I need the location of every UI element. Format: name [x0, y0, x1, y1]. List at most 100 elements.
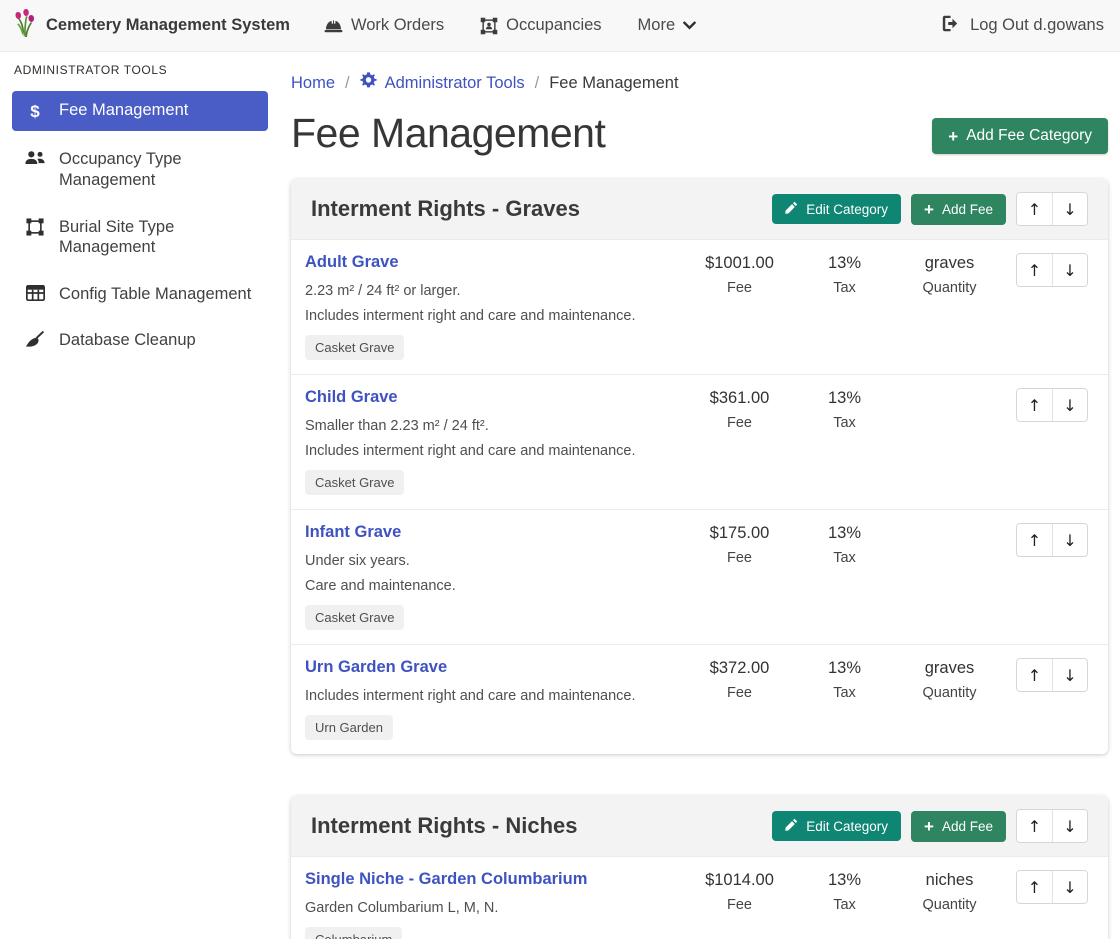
quantity-unit: graves: [924, 254, 975, 272]
move-fee-up-button[interactable]: ↑: [1017, 659, 1052, 691]
fee-reorder-group: ↑ ↓: [1016, 253, 1088, 287]
add-fee-category-label: Add Fee Category: [966, 127, 1092, 144]
fee-row: Child Grave Smaller than 2.23 m² / 24 ft…: [291, 374, 1108, 509]
move-fee-up-button[interactable]: ↑: [1017, 254, 1052, 286]
breadcrumb-separator: /: [534, 73, 540, 92]
nav-occupancies[interactable]: Occupancies: [480, 16, 602, 35]
sidebar-item-burial-site-type[interactable]: Burial Site Type Management: [12, 209, 268, 266]
fee-description: Smaller than 2.23 m² / 24 ft².: [305, 418, 489, 434]
logout-label: Log Out d.gowans: [970, 16, 1104, 34]
quantity-unit: graves: [924, 659, 975, 677]
breadcrumb-separator: /: [345, 73, 350, 92]
fee-type-badge: Casket Grave: [305, 335, 405, 360]
sidebar-item-label: Database Cleanup: [59, 331, 196, 350]
move-category-up-button[interactable]: ↑: [1017, 810, 1052, 842]
move-category-down-button[interactable]: ↓: [1052, 193, 1087, 225]
add-fee-category-button[interactable]: + Add Fee Category: [932, 118, 1108, 154]
move-fee-up-button[interactable]: ↑: [1017, 524, 1052, 556]
move-fee-down-button[interactable]: ↓: [1052, 659, 1087, 691]
main-content: Home / Administrator Tools / Fee Managem…: [280, 52, 1120, 939]
tax-label: Tax: [833, 415, 856, 431]
fee-amount: $1001.00: [705, 254, 774, 272]
add-fee-button[interactable]: + Add Fee: [911, 193, 1006, 225]
top-navbar: Cemetery Management System Work Orders: [0, 0, 1120, 52]
tax-label: Tax: [833, 897, 856, 913]
pencil-icon: [785, 201, 798, 217]
fee-amount: $1014.00: [705, 871, 774, 889]
edit-category-button[interactable]: Edit Category: [772, 194, 902, 224]
quantity-label: Quantity: [922, 897, 977, 913]
nav-work-orders[interactable]: Work Orders: [324, 16, 444, 35]
sidebar-item-label: Burial Site Type Management: [59, 217, 175, 257]
move-fee-up-button[interactable]: ↑: [1017, 389, 1052, 421]
move-category-down-button[interactable]: ↓: [1052, 810, 1087, 842]
fee-amount: $361.00: [709, 389, 770, 407]
category-reorder-group: ↑ ↓: [1016, 809, 1088, 843]
pencil-icon: [785, 818, 798, 834]
fee-name-link[interactable]: Child Grave: [305, 388, 398, 406]
fee-name-link[interactable]: Single Niche - Garden Columbarium: [305, 870, 588, 888]
sidebar-item-label: Occupancy Type Management: [59, 150, 182, 189]
fee-type-badge: Columbarium: [305, 927, 403, 939]
tax-amount: 13%: [827, 871, 862, 889]
add-fee-label: Add Fee: [941, 201, 993, 217]
fee-row: Infant Grave Under six years. Care and m…: [291, 509, 1108, 644]
sidebar-item-config-table[interactable]: Config Table Management: [12, 276, 268, 313]
tax-amount: 13%: [827, 524, 862, 542]
edit-category-label: Edit Category: [806, 818, 889, 834]
nav-work-orders-label: Work Orders: [350, 16, 445, 34]
fee-label: Fee: [727, 415, 752, 431]
plus-icon: +: [924, 199, 934, 219]
category-title: Interment Rights - Niches: [311, 813, 578, 838]
fee-name-link[interactable]: Adult Grave: [305, 253, 399, 271]
nav-more[interactable]: More: [638, 16, 697, 35]
hard-hat-icon: [324, 18, 343, 34]
tax-amount: 13%: [827, 254, 862, 272]
breadcrumb-admin-tools-link[interactable]: Administrator Tools: [359, 72, 525, 94]
fee-type-badge: Urn Garden: [305, 715, 393, 740]
breadcrumb-current: Fee Management: [549, 73, 679, 92]
move-category-up-button[interactable]: ↑: [1017, 193, 1052, 225]
logout-button[interactable]: Log Out d.gowans: [942, 15, 1104, 37]
sidebar-item-occupancy-type[interactable]: Occupancy Type Management: [12, 141, 268, 198]
move-fee-up-button[interactable]: ↑: [1017, 871, 1052, 903]
breadcrumb: Home / Administrator Tools / Fee Managem…: [291, 72, 1108, 94]
sidebar-item-fee-management[interactable]: $ Fee Management: [12, 91, 268, 132]
fee-type-badge: Casket Grave: [305, 605, 405, 630]
move-fee-down-button[interactable]: ↓: [1052, 871, 1087, 903]
move-fee-down-button[interactable]: ↓: [1052, 254, 1087, 286]
sidebar-item-database-cleanup[interactable]: Database Cleanup: [12, 322, 268, 359]
fee-name-link[interactable]: Urn Garden Grave: [305, 658, 448, 676]
plus-icon: +: [948, 126, 959, 146]
fee-description: Includes interment right and care and ma…: [305, 443, 636, 459]
breadcrumb-home-link[interactable]: Home: [291, 73, 336, 92]
move-fee-down-button[interactable]: ↓: [1052, 389, 1087, 421]
tax-label: Tax: [833, 550, 856, 566]
quantity-label: Quantity: [922, 280, 977, 296]
fee-description: Under six years.: [305, 553, 410, 569]
fee-row: Adult Grave 2.23 m² / 24 ft² or larger. …: [291, 239, 1108, 374]
brand[interactable]: Cemetery Management System: [12, 8, 290, 43]
fee-reorder-group: ↑ ↓: [1016, 388, 1088, 422]
nav-occupancies-label: Occupancies: [506, 16, 602, 34]
move-fee-down-button[interactable]: ↓: [1052, 524, 1087, 556]
tax-amount: 13%: [827, 659, 862, 677]
sidebar-heading: ADMINISTRATOR TOOLS: [14, 63, 168, 77]
quantity-label: Quantity: [922, 685, 977, 701]
tax-label: Tax: [833, 280, 856, 296]
occupancy-frame-icon: [480, 17, 498, 35]
add-fee-label: Add Fee: [941, 818, 993, 834]
dollar-icon: $: [30, 102, 40, 121]
tulip-logo-icon: [12, 8, 38, 43]
edit-category-button[interactable]: Edit Category: [772, 811, 902, 841]
fee-amount: $175.00: [709, 524, 770, 542]
sidebar: ADMINISTRATOR TOOLS $ Fee Management Occ…: [0, 52, 280, 939]
edit-category-label: Edit Category: [806, 201, 889, 217]
add-fee-button[interactable]: + Add Fee: [911, 810, 1006, 842]
fee-description: Garden Columbarium L, M, N.: [305, 900, 499, 916]
category-reorder-group: ↑ ↓: [1016, 192, 1088, 226]
quantity-unit: niches: [925, 871, 974, 889]
tax-label: Tax: [833, 685, 856, 701]
fee-category-card-niches: Interment Rights - Niches Edit Category …: [291, 796, 1108, 939]
fee-name-link[interactable]: Infant Grave: [305, 523, 402, 541]
